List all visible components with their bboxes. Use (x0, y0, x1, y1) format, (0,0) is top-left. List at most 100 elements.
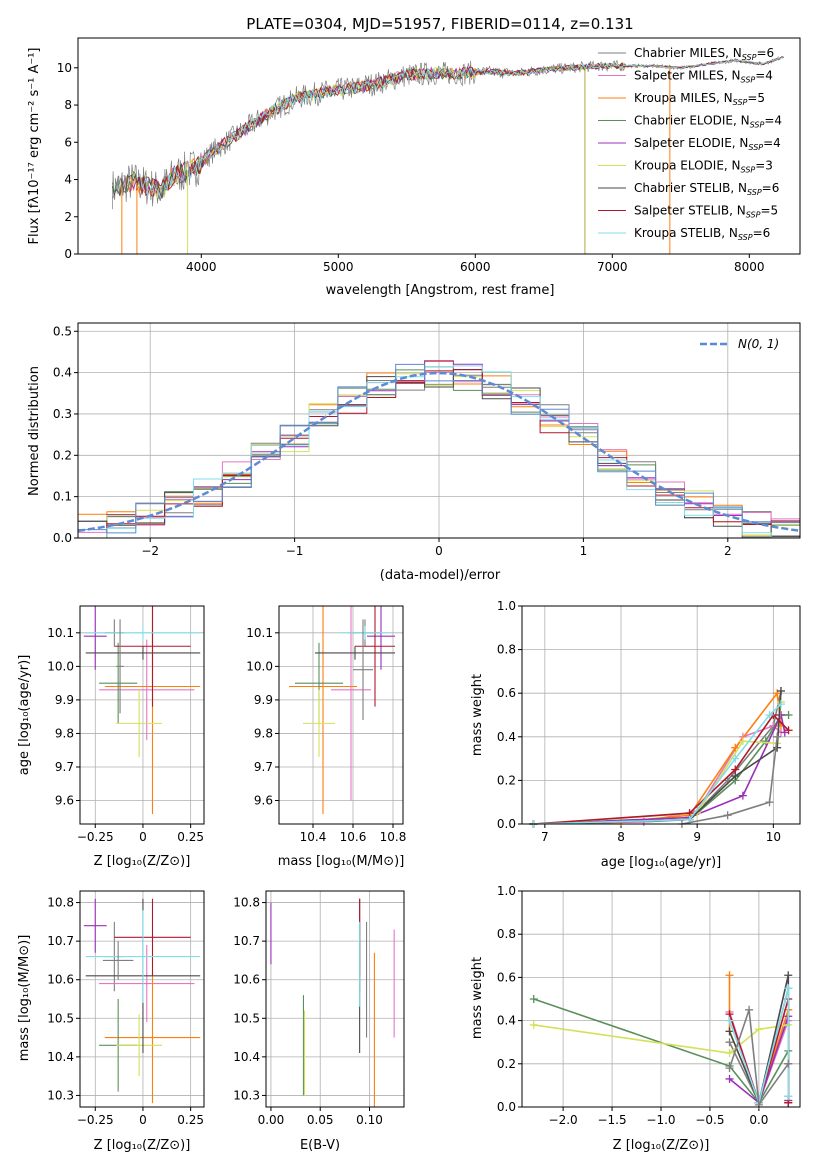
spectrum-plot-area: 4000 5000 6000 7000 8000 0 2 4 6 8 10 (57, 37, 801, 274)
weight-marker (784, 971, 793, 980)
y-tick-label: 9.7 (254, 760, 273, 774)
weight-marker (784, 711, 793, 719)
age-vs-metallicity-panel: −0.25 0 0.25 9.6 9.7 9.8 9.9 10.0 10.1 Z [log₁₀(… (17, 605, 205, 869)
mass-z-plot-area: −0.25 0 0.25 10.3 10.4 10.5 10.6 10.7 10.8 (47, 890, 205, 1127)
mass-ebv-plot-area: 0.00 0.05 0.10 10.3 10.4 10.5 10.6 10.7 10.8 (233, 890, 405, 1127)
legend-entry: Chabrier ELODIE, NSSP=4 (634, 114, 782, 130)
y-tick-label: 0.6 (497, 686, 516, 700)
y-tick-label: 10.4 (233, 1050, 260, 1064)
x-tick-label: 0.0 (749, 1113, 768, 1127)
mass-z-xlabel: Z [log₁₀(Z/Z⊙)] (94, 1138, 191, 1153)
weight-marker (725, 1016, 734, 1025)
y-tick-label: 0.4 (53, 366, 72, 380)
y-tick-label: 8 (64, 98, 72, 112)
mass-z-ylabel: mass [log₁₀(M/M⊙)] (17, 935, 32, 1062)
age-vs-mass-panel: 10.4 10.6 10.8 9.6 9.7 9.8 9.9 10.0 10.1 mass [l… (246, 605, 407, 869)
weight-marker (784, 726, 793, 735)
weight-line-8 (533, 703, 782, 824)
y-tick-label: 0.6 (497, 970, 516, 984)
x-tick-label: −2 (141, 544, 159, 558)
x-tick-label: −2.0 (549, 1113, 578, 1127)
weight-age-xlabel: age [log₁₀(age/yr)] (601, 855, 722, 870)
y-tick-label: 0.3 (53, 407, 72, 421)
x-tick-label: 10.4 (300, 830, 327, 844)
spectrum-panel: 4000 5000 6000 7000 8000 0 2 4 6 8 10 Chabrier MIL… (27, 37, 801, 298)
y-tick-label: 0.0 (497, 1100, 516, 1114)
legend-entry: Kroupa STELIB, NSSP=6 (634, 226, 770, 242)
weight-marker (731, 765, 740, 774)
axes-frame (521, 605, 801, 825)
y-tick-label: 10.3 (47, 1088, 74, 1102)
weight-line-3 (533, 998, 789, 1105)
mass-vs-metallicity-panel: −0.25 0 0.25 10.3 10.4 10.5 10.6 10.7 10.8 Z [lo… (17, 890, 205, 1153)
spectrum-xlabel: wavelength [Angstrom, rest frame] (326, 283, 555, 298)
age-z-xlabel: Z [log₁₀(Z/Z⊙)] (94, 854, 191, 869)
weight-marker (529, 995, 538, 1003)
x-tick-label: 8000 (734, 260, 765, 274)
y-tick-label: 0.2 (497, 773, 516, 787)
weight-marker (776, 711, 785, 719)
y-tick-label: 0.4 (497, 730, 516, 744)
x-tick-label: −1.0 (646, 1113, 675, 1127)
mass-ebv-xlabel: E(B-V) (300, 1138, 340, 1153)
axes-frame (521, 890, 801, 1108)
spectrum-legend: Chabrier MILES, NSSP=6 Salpeter MILES, NS… (598, 46, 782, 242)
x-tick-label: 0 (139, 1113, 147, 1127)
y-tick-label: 9.6 (55, 794, 74, 808)
weight-marker (725, 1074, 734, 1083)
y-tick-label: 9.8 (254, 726, 273, 740)
x-tick-label: 6000 (460, 260, 491, 274)
x-tick-label: −1.5 (597, 1113, 626, 1127)
weight-marker (725, 971, 734, 980)
axes-frame (79, 605, 205, 825)
y-tick-label: 1.0 (497, 599, 516, 613)
x-tick-label: −0.25 (77, 830, 114, 844)
y-tick-label: 9.8 (55, 726, 74, 740)
axes-frame (265, 890, 405, 1108)
y-tick-label: 0.0 (497, 817, 516, 831)
x-tick-label: 0.10 (356, 1113, 383, 1127)
normal-legend: N(0, 1) (700, 337, 779, 351)
y-tick-label: 9.7 (55, 760, 74, 774)
histogram-step-8 (78, 365, 800, 538)
y-tick-label: 10 (57, 61, 72, 75)
y-tick-label: 10.5 (47, 1011, 74, 1025)
y-tick-label: 10.6 (233, 973, 260, 987)
age-z-ylabel: age [log₁₀(age/yr)] (17, 655, 32, 776)
x-tick-label: 10.8 (380, 830, 407, 844)
legend-entry: Kroupa ELODIE, NSSP=3 (634, 159, 773, 175)
x-tick-label: 2 (724, 544, 732, 558)
weight-z-xlabel: Z [log₁₀(Z/Z⊙)] (613, 1138, 710, 1153)
spectrum-ylabel: Flux [fλ10⁻¹⁷ erg cm⁻² s⁻¹ A⁻¹] (27, 48, 42, 245)
weight-marker (784, 1059, 793, 1068)
axes-frame (77, 37, 801, 255)
y-tick-label: 10.0 (47, 659, 74, 673)
y-tick-label: 10.7 (47, 934, 74, 948)
x-tick-label: 0 (435, 544, 443, 558)
y-tick-label: 0 (64, 247, 72, 261)
histogram-ylabel: Normed distribution (27, 366, 42, 496)
weight-age-plot-area: 7 8 9 10 0.0 0.2 0.4 0.6 0.8 1.0 (497, 599, 801, 844)
y-tick-label: 10.5 (233, 1011, 260, 1025)
weight-marker (731, 754, 740, 763)
axes-frame (278, 605, 404, 825)
y-tick-label: 0.8 (497, 927, 516, 941)
y-tick-label: 4 (64, 173, 72, 187)
legend-entry: Kroupa MILES, NSSP=5 (634, 91, 765, 107)
y-tick-label: 0.2 (497, 1057, 516, 1071)
legend-entry: Chabrier STELIB, NSSP=6 (634, 181, 779, 197)
residual-histogram-panel: −2 −1 0 1 2 0.0 0.1 0.2 0.3 0.4 0.5 N(0, 1) (data-… (27, 322, 801, 583)
weight-line-8 (728, 988, 790, 1106)
weight-marker (784, 984, 793, 993)
weight-marker (773, 743, 782, 752)
y-tick-label: 0.4 (497, 1014, 516, 1028)
x-tick-label: 7 (541, 830, 549, 844)
x-tick-label: 7000 (597, 260, 628, 274)
legend-entry: Chabrier MILES, NSSP=6 (634, 46, 774, 62)
weight-age-ylabel: mass weight (470, 674, 485, 756)
age-z-plot-area: −0.25 0 0.25 9.6 9.7 9.8 9.9 10.0 10.1 (47, 605, 205, 844)
legend-entry: Salpeter MILES, NSSP=4 (634, 69, 773, 85)
weight-line-5 (533, 701, 782, 824)
weight-marker (776, 700, 785, 709)
weight-marker (776, 687, 785, 696)
